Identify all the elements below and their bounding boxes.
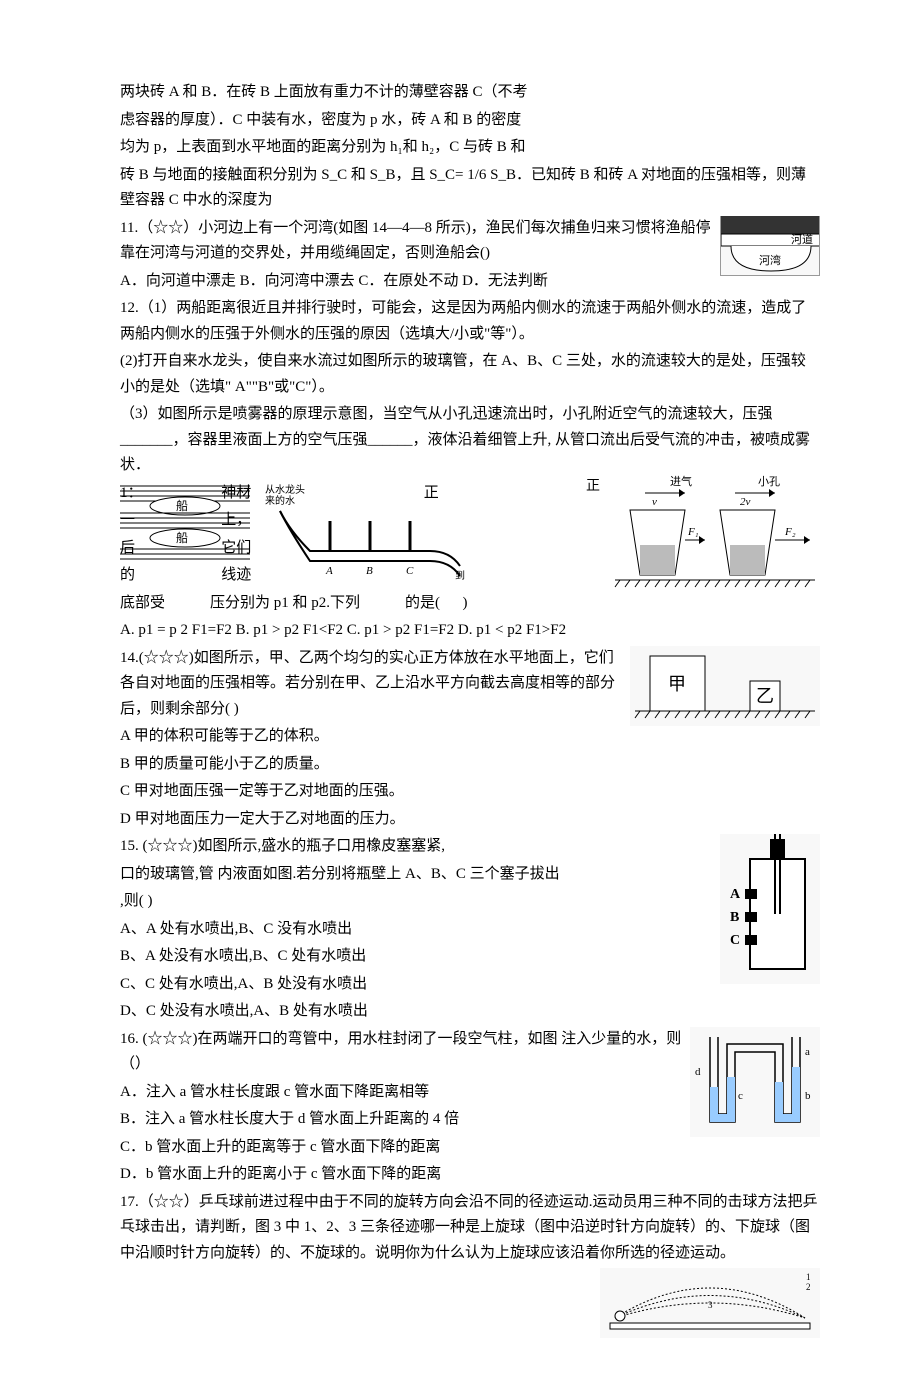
q14-choice-a: A 甲的体积可能等于乙的体积。 <box>120 724 820 750</box>
q15-choice-b: B、A 处没有水喷出,B、C 处有水喷出 <box>120 944 820 970</box>
q13-frag-4: 的 线迹 <box>120 563 820 589</box>
q14-choice-d: D 甲对地面压力一定大于乙对地面的压力。 <box>120 807 820 833</box>
q16-choice-d: D．b 管水面上升的距离小于 c 管水面下降的距离 <box>120 1162 820 1188</box>
q16-stem: 16. (☆☆☆)在两端开口的弯管中，用水柱封闭了一段空气柱，如图 注入少量的水… <box>120 1027 820 1078</box>
intro-line-3: 均为 p，上表面到水平地面的距离分别为 h₁和 h₂，C 与砖 B 和 <box>120 135 820 161</box>
q13-frag-2: 一 上， <box>120 508 820 534</box>
q16-choice-b: B．注入 a 管水柱长度大于 d 管水面上升距离的 4 倍 <box>120 1107 820 1133</box>
q14-choice-c: C 甲对地面压强一定等于乙对地面的压强。 <box>120 779 820 805</box>
q13-frag-1: 1： 神材 正 <box>120 481 820 507</box>
q11-choices: A．向河道中漂走 B．向河湾中漂去 C．在原处不动 D．无法判断 <box>120 269 820 295</box>
svg-text:1: 1 <box>806 1272 811 1282</box>
q17-figure: 1 2 3 <box>600 1268 820 1338</box>
intro-line-4: 砖 B 与地面的接触面积分别为 S_C 和 S_B，且 S_C= 1/6 S_B… <box>120 163 820 214</box>
svg-text:2: 2 <box>806 1282 811 1292</box>
q16-choice-a: A．注入 a 管水柱长度跟 c 管水面下降距离相等 <box>120 1080 820 1106</box>
q12-part2: (2)打开自来水龙头，使自来水流过如图所示的玻璃管，在 A、B、C 三处，水的流… <box>120 349 820 400</box>
q13-choices: A. p1 = p 2 F1=F2 B. p1 > p2 F1<F2 C. p1… <box>120 618 820 644</box>
q13-frag-3: 后 它们 <box>120 536 820 562</box>
intro-line-2: 虑容器的厚度）．C 中装有水，密度为 p 水，砖 A 和 B 的密度 <box>120 108 820 134</box>
q12-part1: 12.（1）两船距离很近且并排行驶时，可能会，这是因为两船内侧水的流速于两船外侧… <box>120 296 820 347</box>
q11-stem: 11.（☆☆）小河边上有一个河湾(如图 14—4—8 所示)，渔民们每次捕鱼归来… <box>120 216 820 267</box>
intro-line-1: 两块砖 A 和 B．在砖 B 上面放有重力不计的薄壁容器 C（不考 <box>120 80 820 106</box>
q17-stem: 17.（☆☆）乒乓球前进过程中由于不同的旋转方向会沿不同的径迹运动.运动员用三种… <box>120 1190 820 1267</box>
q15-stem-1: 15. (☆☆☆)如图所示,盛水的瓶子口用橡皮塞塞紧, <box>120 834 820 860</box>
q15-stem-3: ,则( ) <box>120 889 820 915</box>
q12-part3: （3）如图所示是喷雾器的原理示意图，当空气从小孔迅速流出时，小孔附近空气的流速较… <box>120 402 820 479</box>
q15-choice-d: D、C 处没有水喷出,A、B 处有水喷出 <box>120 999 820 1025</box>
q14-stem: 14.(☆☆☆)如图所示，甲、乙两个均匀的实心正方体放在水平地面上，它们各自对地… <box>120 646 820 723</box>
q15-choice-a: A、A 处有水喷出,B、C 没有水喷出 <box>120 917 820 943</box>
q14-choice-b: B 甲的质量可能小于乙的质量。 <box>120 752 820 778</box>
q15-choice-c: C、C 处有水喷出,A、B 处没有水喷出 <box>120 972 820 998</box>
q15-stem-2: 口的玻璃管,管 内液面如图.若分别将瓶壁上 A、B、C 三个塞子拔出 <box>120 862 820 888</box>
q13-frag-5: 底部受 压分别为 p1 和 p2.下列 的是( ) <box>120 591 820 617</box>
q16-choice-c: C．b 管水面上升的距离等于 c 管水面下降的距离 <box>120 1135 820 1161</box>
